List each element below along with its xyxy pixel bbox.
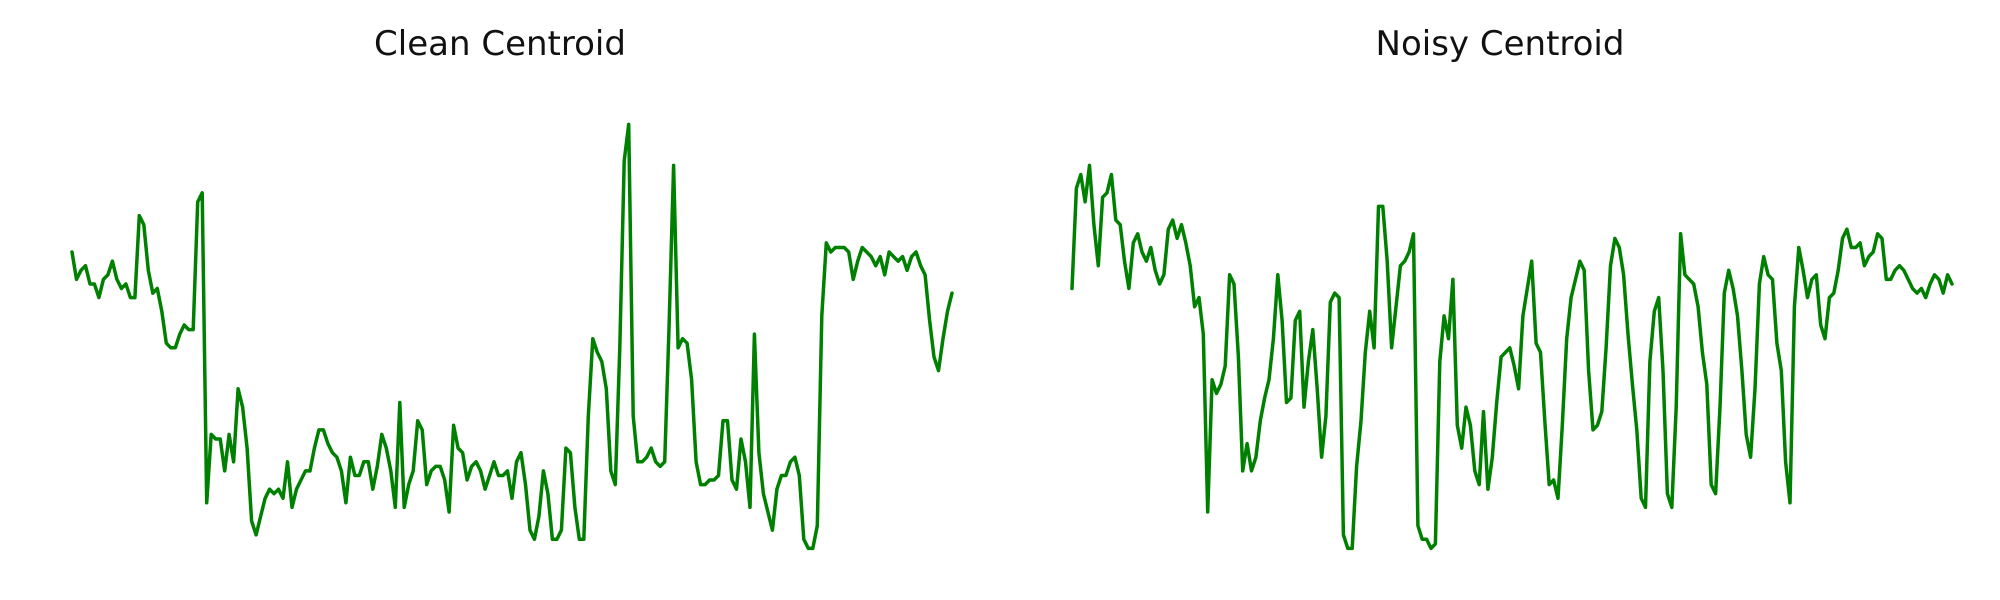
series-line-0 — [1070, 163, 1954, 551]
chart-panel-clean: Clean Centroid — [70, 24, 954, 551]
chart-panel-noisy: Noisy Centroid — [1000, 0, 2000, 600]
chart-title: Clean Centroid — [374, 24, 626, 64]
series-line-0 — [70, 122, 954, 551]
chart-title: Noisy Centroid — [1375, 24, 1625, 64]
plot-area — [1070, 163, 1954, 551]
plot-area — [70, 122, 954, 551]
